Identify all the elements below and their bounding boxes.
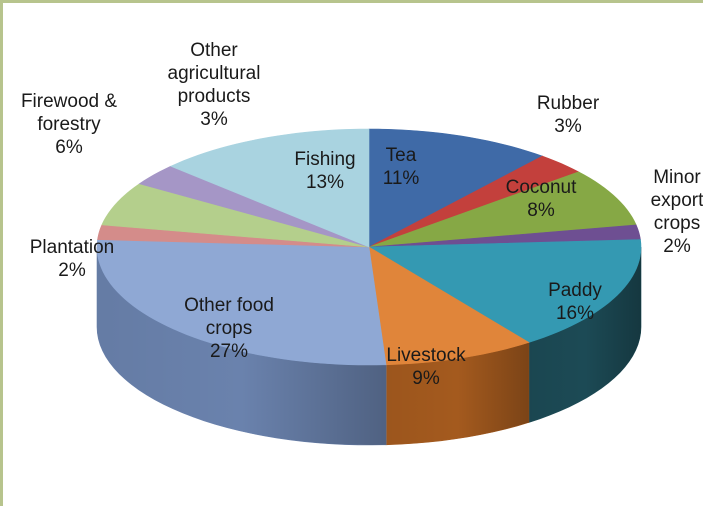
- pie-sides: [96, 246, 642, 446]
- pie-label-paddy: Paddy 16%: [548, 280, 602, 324]
- pie-slice-paddy: [367, 239, 642, 343]
- pie-label-plantation: Plantation 2%: [30, 237, 115, 281]
- pie-label-other-agricultural-products: Other agricultural products 3%: [168, 40, 261, 130]
- pie-side-shade-livestock: [386, 342, 529, 445]
- pie-label-livestock: Livestock 9%: [386, 345, 466, 389]
- pie-slice-tea: [368, 128, 544, 248]
- pie-label-coconut: Coconut 8%: [506, 177, 577, 221]
- pie-slice-rubber: [368, 155, 580, 248]
- pie-label-other-food-crops: Other food crops 27%: [184, 295, 274, 362]
- pie-label-firewood-and-forestry: Firewood & forestry 6%: [21, 91, 117, 158]
- pie-slice-fishing: [169, 128, 370, 248]
- pie-slice-livestock: [368, 246, 530, 366]
- pie-label-minor-export-crops: Minor export crops 2%: [651, 167, 703, 257]
- pie-chart: Tea 11% Rubber 3% Coconut 8% Minor export crops 2…: [21, 40, 703, 446]
- pie-side-shade-other-food-crops: [97, 247, 387, 445]
- pie-label-tea: Tea 11%: [383, 145, 420, 189]
- pie-labels: Tea 11% Rubber 3% Coconut 8% Minor export crops 2…: [21, 40, 703, 389]
- pie-slice-other-agricultural-products: [138, 165, 370, 248]
- pie-slice-firewood-and-forestry: [101, 183, 370, 248]
- pie-slice-minor-export-crops: [368, 224, 641, 248]
- pie-slice-other-food-crops: [96, 239, 387, 366]
- pie-label-fishing: Fishing 13%: [294, 149, 355, 193]
- pie-tops: [96, 128, 642, 366]
- pie-side-shade-paddy: [528, 247, 641, 423]
- pie-label-rubber: Rubber 3%: [537, 93, 600, 137]
- pie-slice-coconut: [368, 171, 637, 248]
